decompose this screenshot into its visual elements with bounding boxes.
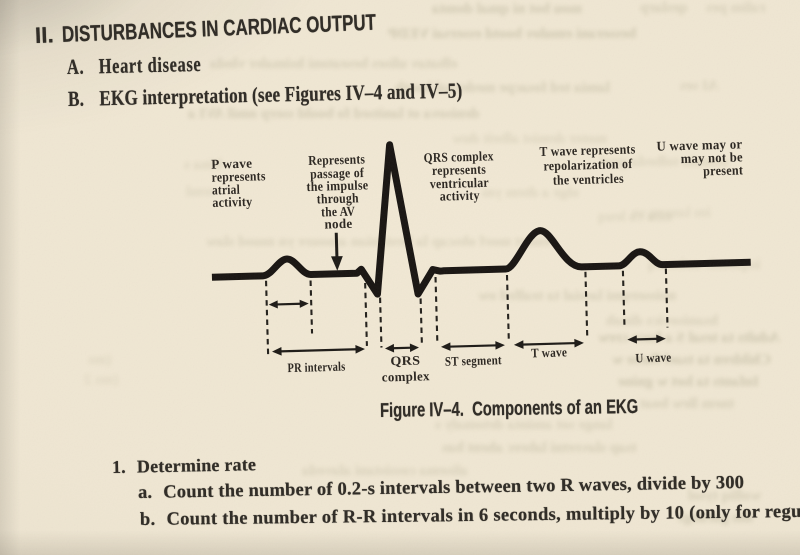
svg-text:U wave: U wave xyxy=(635,349,671,365)
svg-text:complex: complex xyxy=(382,368,431,384)
svg-text:node: node xyxy=(324,216,352,232)
svg-text:QRS: QRS xyxy=(390,352,420,368)
svg-text:the ventricles: the ventricles xyxy=(553,171,624,188)
svg-text:present: present xyxy=(703,162,744,178)
svg-text:activity: activity xyxy=(440,188,480,204)
svg-text:T wave: T wave xyxy=(531,344,567,360)
svg-text:ST segment: ST segment xyxy=(445,352,503,369)
svg-text:activity: activity xyxy=(212,194,252,210)
svg-text:PR intervals: PR intervals xyxy=(287,359,345,376)
